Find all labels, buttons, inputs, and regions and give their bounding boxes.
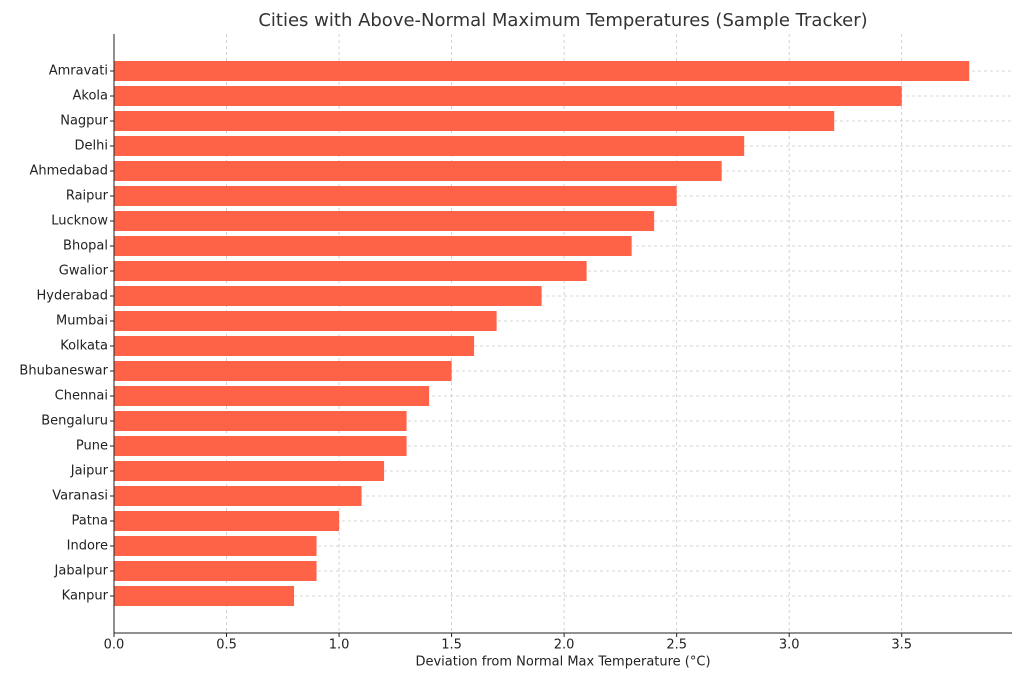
y-tick-label: Raipur bbox=[66, 189, 109, 204]
y-tick-label: Kolkata bbox=[60, 339, 108, 354]
y-tick-label: Hyderabad bbox=[37, 289, 109, 304]
y-tick-label: Bengaluru bbox=[41, 414, 108, 429]
bar bbox=[114, 86, 902, 106]
y-tick-label: Chennai bbox=[55, 389, 108, 404]
x-tick-label: 0.5 bbox=[216, 638, 237, 653]
bar bbox=[114, 486, 362, 506]
bar bbox=[114, 186, 677, 206]
bar bbox=[114, 161, 722, 181]
y-tick-label: Amravati bbox=[49, 64, 108, 79]
bar bbox=[114, 386, 430, 406]
y-tick-label: Jaipur bbox=[70, 464, 109, 479]
y-tick-label: Jabalpur bbox=[54, 564, 109, 579]
y-tick-label: Akola bbox=[73, 89, 109, 104]
x-axis-label: Deviation from Normal Max Temperature (°… bbox=[415, 655, 710, 670]
y-tick-label: Mumbai bbox=[56, 314, 108, 329]
chart-title: Cities with Above-Normal Maximum Tempera… bbox=[258, 10, 867, 31]
y-tick-label: Varanasi bbox=[52, 489, 108, 504]
y-tick-label: Indore bbox=[67, 539, 108, 554]
bar bbox=[114, 286, 542, 306]
x-tick-label: 1.0 bbox=[329, 638, 350, 653]
bar bbox=[114, 111, 835, 131]
bar bbox=[114, 561, 317, 581]
bar bbox=[114, 411, 407, 431]
bar bbox=[114, 436, 407, 456]
x-tick-label: 2.5 bbox=[666, 638, 687, 653]
y-tick-label: Bhopal bbox=[63, 239, 108, 254]
bar bbox=[114, 211, 655, 231]
bar bbox=[114, 136, 745, 156]
x-tick-label: 1.5 bbox=[441, 638, 462, 653]
y-tick-label: Patna bbox=[71, 514, 108, 529]
bar bbox=[114, 361, 452, 381]
y-tick-label: Gwalior bbox=[59, 264, 109, 279]
bar bbox=[114, 336, 475, 356]
x-tick-label: 0.0 bbox=[104, 638, 125, 653]
y-tick-label: Pune bbox=[76, 439, 108, 454]
x-tick-label: 2.0 bbox=[554, 638, 575, 653]
y-tick-label: Kanpur bbox=[62, 589, 109, 604]
bar bbox=[114, 536, 317, 556]
bar bbox=[114, 461, 385, 481]
bar bbox=[114, 236, 632, 256]
bar bbox=[114, 261, 587, 281]
x-tick-label: 3.0 bbox=[779, 638, 800, 653]
x-tick-label: 3.5 bbox=[891, 638, 912, 653]
bar bbox=[114, 61, 970, 81]
y-tick-label: Nagpur bbox=[60, 114, 108, 129]
y-tick-label: Bhubaneswar bbox=[19, 364, 108, 379]
bar bbox=[114, 311, 497, 331]
bar bbox=[114, 586, 295, 606]
y-tick-label: Lucknow bbox=[51, 214, 108, 229]
bar bbox=[114, 511, 340, 531]
y-tick-label: Ahmedabad bbox=[30, 164, 108, 179]
y-tick-label: Delhi bbox=[75, 139, 108, 154]
